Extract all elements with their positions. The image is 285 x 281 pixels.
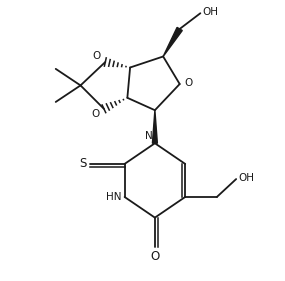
Text: O: O xyxy=(91,109,99,119)
Polygon shape xyxy=(152,110,157,143)
Text: OH: OH xyxy=(238,173,254,183)
Text: N: N xyxy=(145,131,153,141)
Text: HN: HN xyxy=(106,192,121,202)
Text: O: O xyxy=(92,51,101,62)
Text: OH: OH xyxy=(203,7,219,17)
Text: O: O xyxy=(185,78,193,88)
Polygon shape xyxy=(163,27,182,56)
Text: S: S xyxy=(80,157,87,170)
Text: O: O xyxy=(150,250,160,263)
